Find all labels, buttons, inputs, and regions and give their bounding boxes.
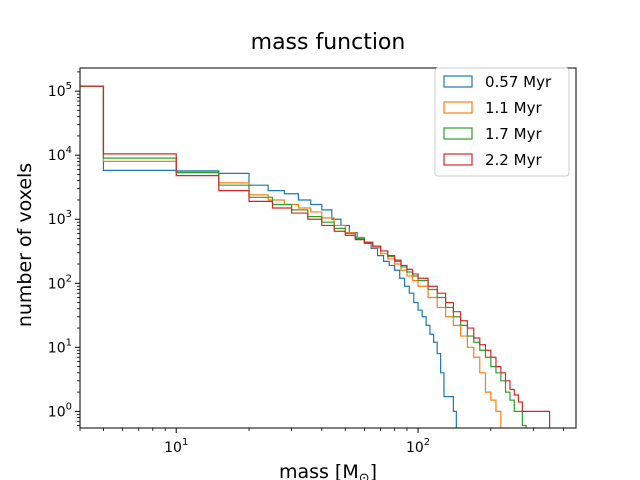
- x-axis-label-text: mass [M: [279, 461, 359, 480]
- x-axis-label: mass [M⊙]: [279, 461, 377, 480]
- y-tick-label: 105: [48, 81, 72, 100]
- legend-swatch-3: [443, 153, 473, 166]
- plot-area: [80, 85, 551, 428]
- legend-box: [434, 67, 570, 177]
- legend-label-2: 1.7 Myr: [485, 125, 542, 143]
- y-axis-label: number of voxels: [14, 163, 36, 327]
- axes: 101 102 100 101 102 103 104 105: [48, 67, 577, 456]
- legend-swatch-1: [443, 101, 473, 114]
- x-axis-label-close: ]: [370, 461, 377, 480]
- series-step-0: [80, 85, 457, 428]
- y-tick-label: 100: [48, 401, 72, 420]
- legend-label-1: 1.1 Myr: [485, 99, 542, 117]
- y-tick-label: 102: [48, 273, 72, 292]
- x-tick-label: 102: [406, 437, 430, 456]
- axes-frame: [79, 67, 577, 429]
- legend-label-0: 0.57 Myr: [485, 73, 552, 91]
- legend-swatch-2: [443, 127, 473, 140]
- x-axis-label-subscript: ⊙: [359, 471, 370, 480]
- legend: 0.57 Myr 1.1 Myr 1.7 Myr 2.2 Myr: [434, 67, 570, 177]
- series-step-3: [80, 85, 551, 428]
- legend-label-3: 2.2 Myr: [485, 151, 542, 169]
- y-tick-label: 103: [48, 209, 72, 228]
- series-step-1: [80, 85, 502, 428]
- series-group: [80, 85, 551, 428]
- y-tick-label: 101: [48, 337, 72, 356]
- legend-swatch-0: [443, 75, 473, 88]
- x-tick-label: 101: [164, 437, 188, 456]
- y-tick-label: 104: [48, 145, 72, 164]
- chart-title: mass function: [251, 30, 406, 55]
